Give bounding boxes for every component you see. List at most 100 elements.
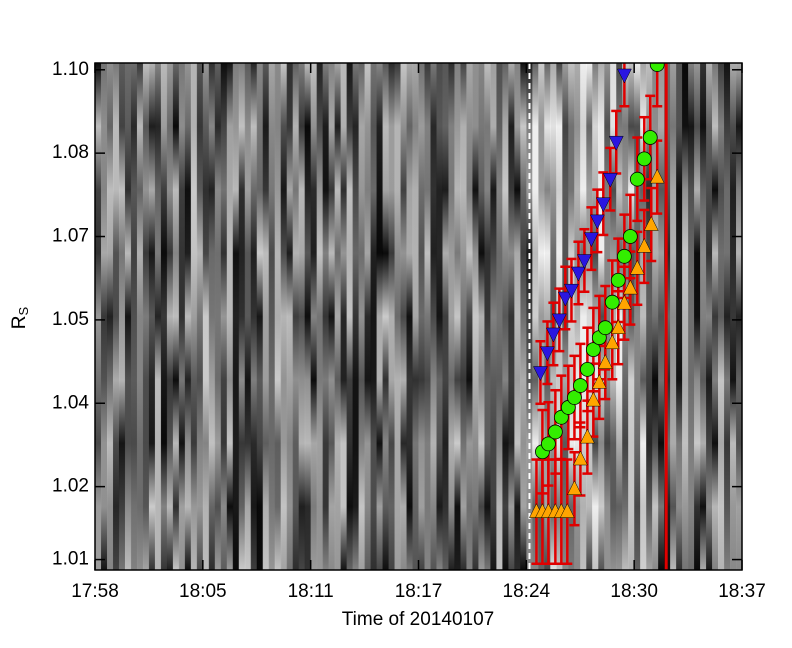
image-column	[214, 63, 222, 570]
data-point	[545, 327, 561, 343]
image-column	[388, 63, 396, 570]
data-point	[610, 272, 626, 288]
image-column	[274, 63, 282, 570]
image-column	[304, 63, 312, 570]
y-tick-label: 1.10	[52, 59, 89, 80]
image-column	[172, 63, 180, 570]
image-column	[292, 63, 300, 570]
image-column	[364, 63, 372, 570]
image-column	[394, 63, 402, 570]
image-column	[280, 63, 288, 570]
image-column	[604, 63, 611, 570]
data-point	[595, 197, 611, 213]
image-column	[208, 63, 216, 570]
image-column	[676, 63, 683, 570]
image-column	[190, 63, 198, 570]
image-column	[250, 63, 258, 570]
data-point	[622, 229, 638, 244]
data-point	[597, 354, 613, 369]
image-column	[118, 63, 126, 570]
data-point	[616, 68, 632, 84]
image-column	[412, 63, 420, 570]
image-column	[586, 63, 593, 570]
image-column	[406, 63, 414, 570]
data-point	[573, 378, 588, 393]
image-column	[730, 63, 737, 570]
data-point	[604, 334, 620, 350]
image-column	[478, 63, 485, 570]
image-column	[220, 63, 228, 570]
image-column	[532, 63, 539, 570]
image-column	[574, 63, 581, 570]
data-point	[567, 390, 582, 405]
image-column	[658, 63, 665, 570]
image-column	[706, 63, 713, 570]
x-tick-label: 18:30	[610, 581, 658, 602]
image-column	[232, 63, 240, 570]
image-column	[106, 63, 114, 570]
image-column	[268, 63, 276, 570]
plot-marks	[528, 63, 668, 570]
x-tick-label: 18:17	[395, 581, 443, 602]
image-column	[238, 63, 246, 570]
image-column	[718, 63, 725, 570]
image-column	[496, 63, 503, 570]
y-tick-label: 1.01	[52, 549, 89, 570]
data-point	[597, 320, 613, 336]
x-tick-label: 18:05	[179, 581, 227, 602]
data-point	[557, 291, 573, 307]
image-column	[448, 63, 456, 570]
image-column	[298, 63, 306, 570]
data-point	[573, 450, 588, 466]
data-point	[585, 342, 601, 357]
image-column	[184, 63, 192, 570]
data-point	[642, 130, 658, 145]
image-column	[352, 63, 360, 570]
image-column	[358, 63, 366, 570]
image-column	[400, 63, 408, 570]
image-column	[544, 63, 551, 570]
image-column	[382, 63, 390, 570]
image-column	[160, 63, 168, 570]
image-column	[124, 63, 132, 570]
image-column	[95, 63, 102, 570]
image-column	[136, 63, 144, 570]
data-point	[567, 480, 582, 495]
image-column	[634, 63, 641, 570]
image-column	[460, 63, 468, 570]
x-tick-label: 17:58	[71, 581, 119, 602]
data-point	[571, 266, 586, 282]
data-point	[636, 237, 652, 253]
image-column	[424, 63, 432, 570]
data-point	[629, 171, 645, 187]
y-tick-label: 1.08	[52, 142, 89, 163]
image-column	[442, 63, 450, 570]
image-column	[310, 63, 318, 570]
x-tick-label: 18:11	[288, 581, 334, 602]
data-point	[649, 168, 665, 184]
y-tick-label: 1.05	[52, 309, 89, 330]
image-column	[322, 63, 330, 570]
y-axis-label: RS	[9, 306, 31, 329]
x-tick-label: 18:37	[718, 581, 766, 602]
image-column	[592, 63, 599, 570]
image-column	[736, 63, 742, 570]
image-column	[430, 63, 438, 570]
image-column	[514, 63, 521, 570]
y-label-sub: S	[16, 306, 31, 315]
image-column	[502, 63, 509, 570]
image-column	[328, 63, 336, 570]
image-column	[178, 63, 186, 570]
image-column	[202, 63, 210, 570]
image-column	[154, 63, 162, 570]
image-column	[226, 63, 234, 570]
image-column	[508, 63, 515, 570]
data-point	[564, 283, 579, 299]
image-column	[346, 63, 354, 570]
x-tick-label: 18:24	[503, 581, 551, 602]
data-point	[591, 373, 607, 389]
image-column	[256, 63, 264, 570]
image-column	[316, 63, 324, 570]
y-tick-label: 1.04	[52, 392, 89, 413]
